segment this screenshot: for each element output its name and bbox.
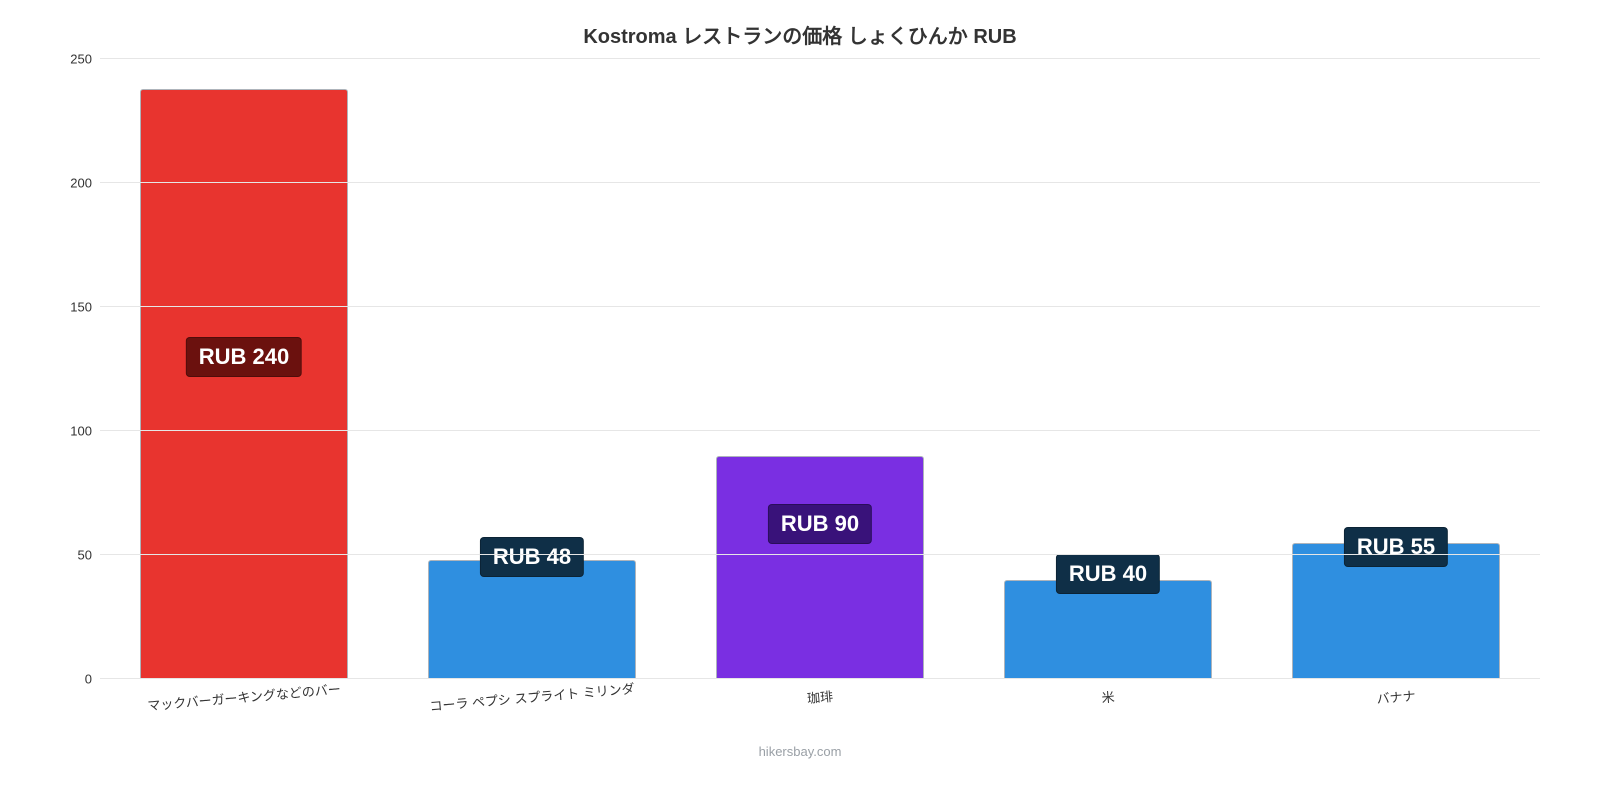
y-tick-label: 50 xyxy=(78,548,100,563)
grid-line xyxy=(100,554,1540,555)
bar: RUB 48 xyxy=(428,560,635,679)
bars-container: RUB 240 RUB 48 RUB 90 RUB 40 RUB 55 xyxy=(100,59,1540,679)
bar-slot: RUB 48 xyxy=(388,59,676,679)
x-tick-label: 米 xyxy=(964,674,1253,718)
chart-title: Kostroma レストランの価格 しょくひんか RUB xyxy=(40,20,1560,49)
x-axis-labels: マックバーガーキングなどのバーコーラ ペプシ スプライト ミリンダ珈琲米バナナ xyxy=(100,687,1540,706)
value-badge: RUB 90 xyxy=(768,504,872,544)
x-tick-label: バナナ xyxy=(1252,674,1541,718)
value-badge: RUB 240 xyxy=(186,337,302,377)
y-tick-label: 250 xyxy=(70,52,100,67)
bar: RUB 90 xyxy=(716,456,923,679)
value-badge: RUB 48 xyxy=(480,537,584,577)
y-tick-label: 100 xyxy=(70,424,100,439)
plot-area: RUB 240RUB 48RUB 90RUB 40RUB 55 05010015… xyxy=(100,59,1540,679)
attribution-text: hikersbay.com xyxy=(40,744,1560,759)
bar-slot: RUB 55 xyxy=(1252,59,1540,679)
y-tick-label: 150 xyxy=(70,300,100,315)
x-tick-label: 珈琲 xyxy=(676,674,965,718)
y-tick-label: 0 xyxy=(85,672,100,687)
bar-slot: RUB 90 xyxy=(676,59,964,679)
grid-line xyxy=(100,306,1540,307)
y-tick-label: 200 xyxy=(70,176,100,191)
bar: RUB 40 xyxy=(1004,580,1211,679)
price-bar-chart: Kostroma レストランの価格 しょくひんか RUB RUB 240RUB … xyxy=(0,0,1600,800)
grid-line xyxy=(100,182,1540,183)
value-badge: RUB 55 xyxy=(1344,527,1448,567)
bar: RUB 55 xyxy=(1292,543,1499,679)
bar-slot: RUB 40 xyxy=(964,59,1252,679)
grid-line xyxy=(100,430,1540,431)
grid-line xyxy=(100,678,1540,679)
value-badge: RUB 40 xyxy=(1056,554,1160,594)
bar-slot: RUB 240 xyxy=(100,59,388,679)
bar: RUB 240 xyxy=(140,89,347,679)
grid-line xyxy=(100,58,1540,59)
x-tick-label: コーラ ペプシ スプライト ミリンダ xyxy=(388,674,677,718)
x-tick-label: マックバーガーキングなどのバー xyxy=(100,674,389,718)
